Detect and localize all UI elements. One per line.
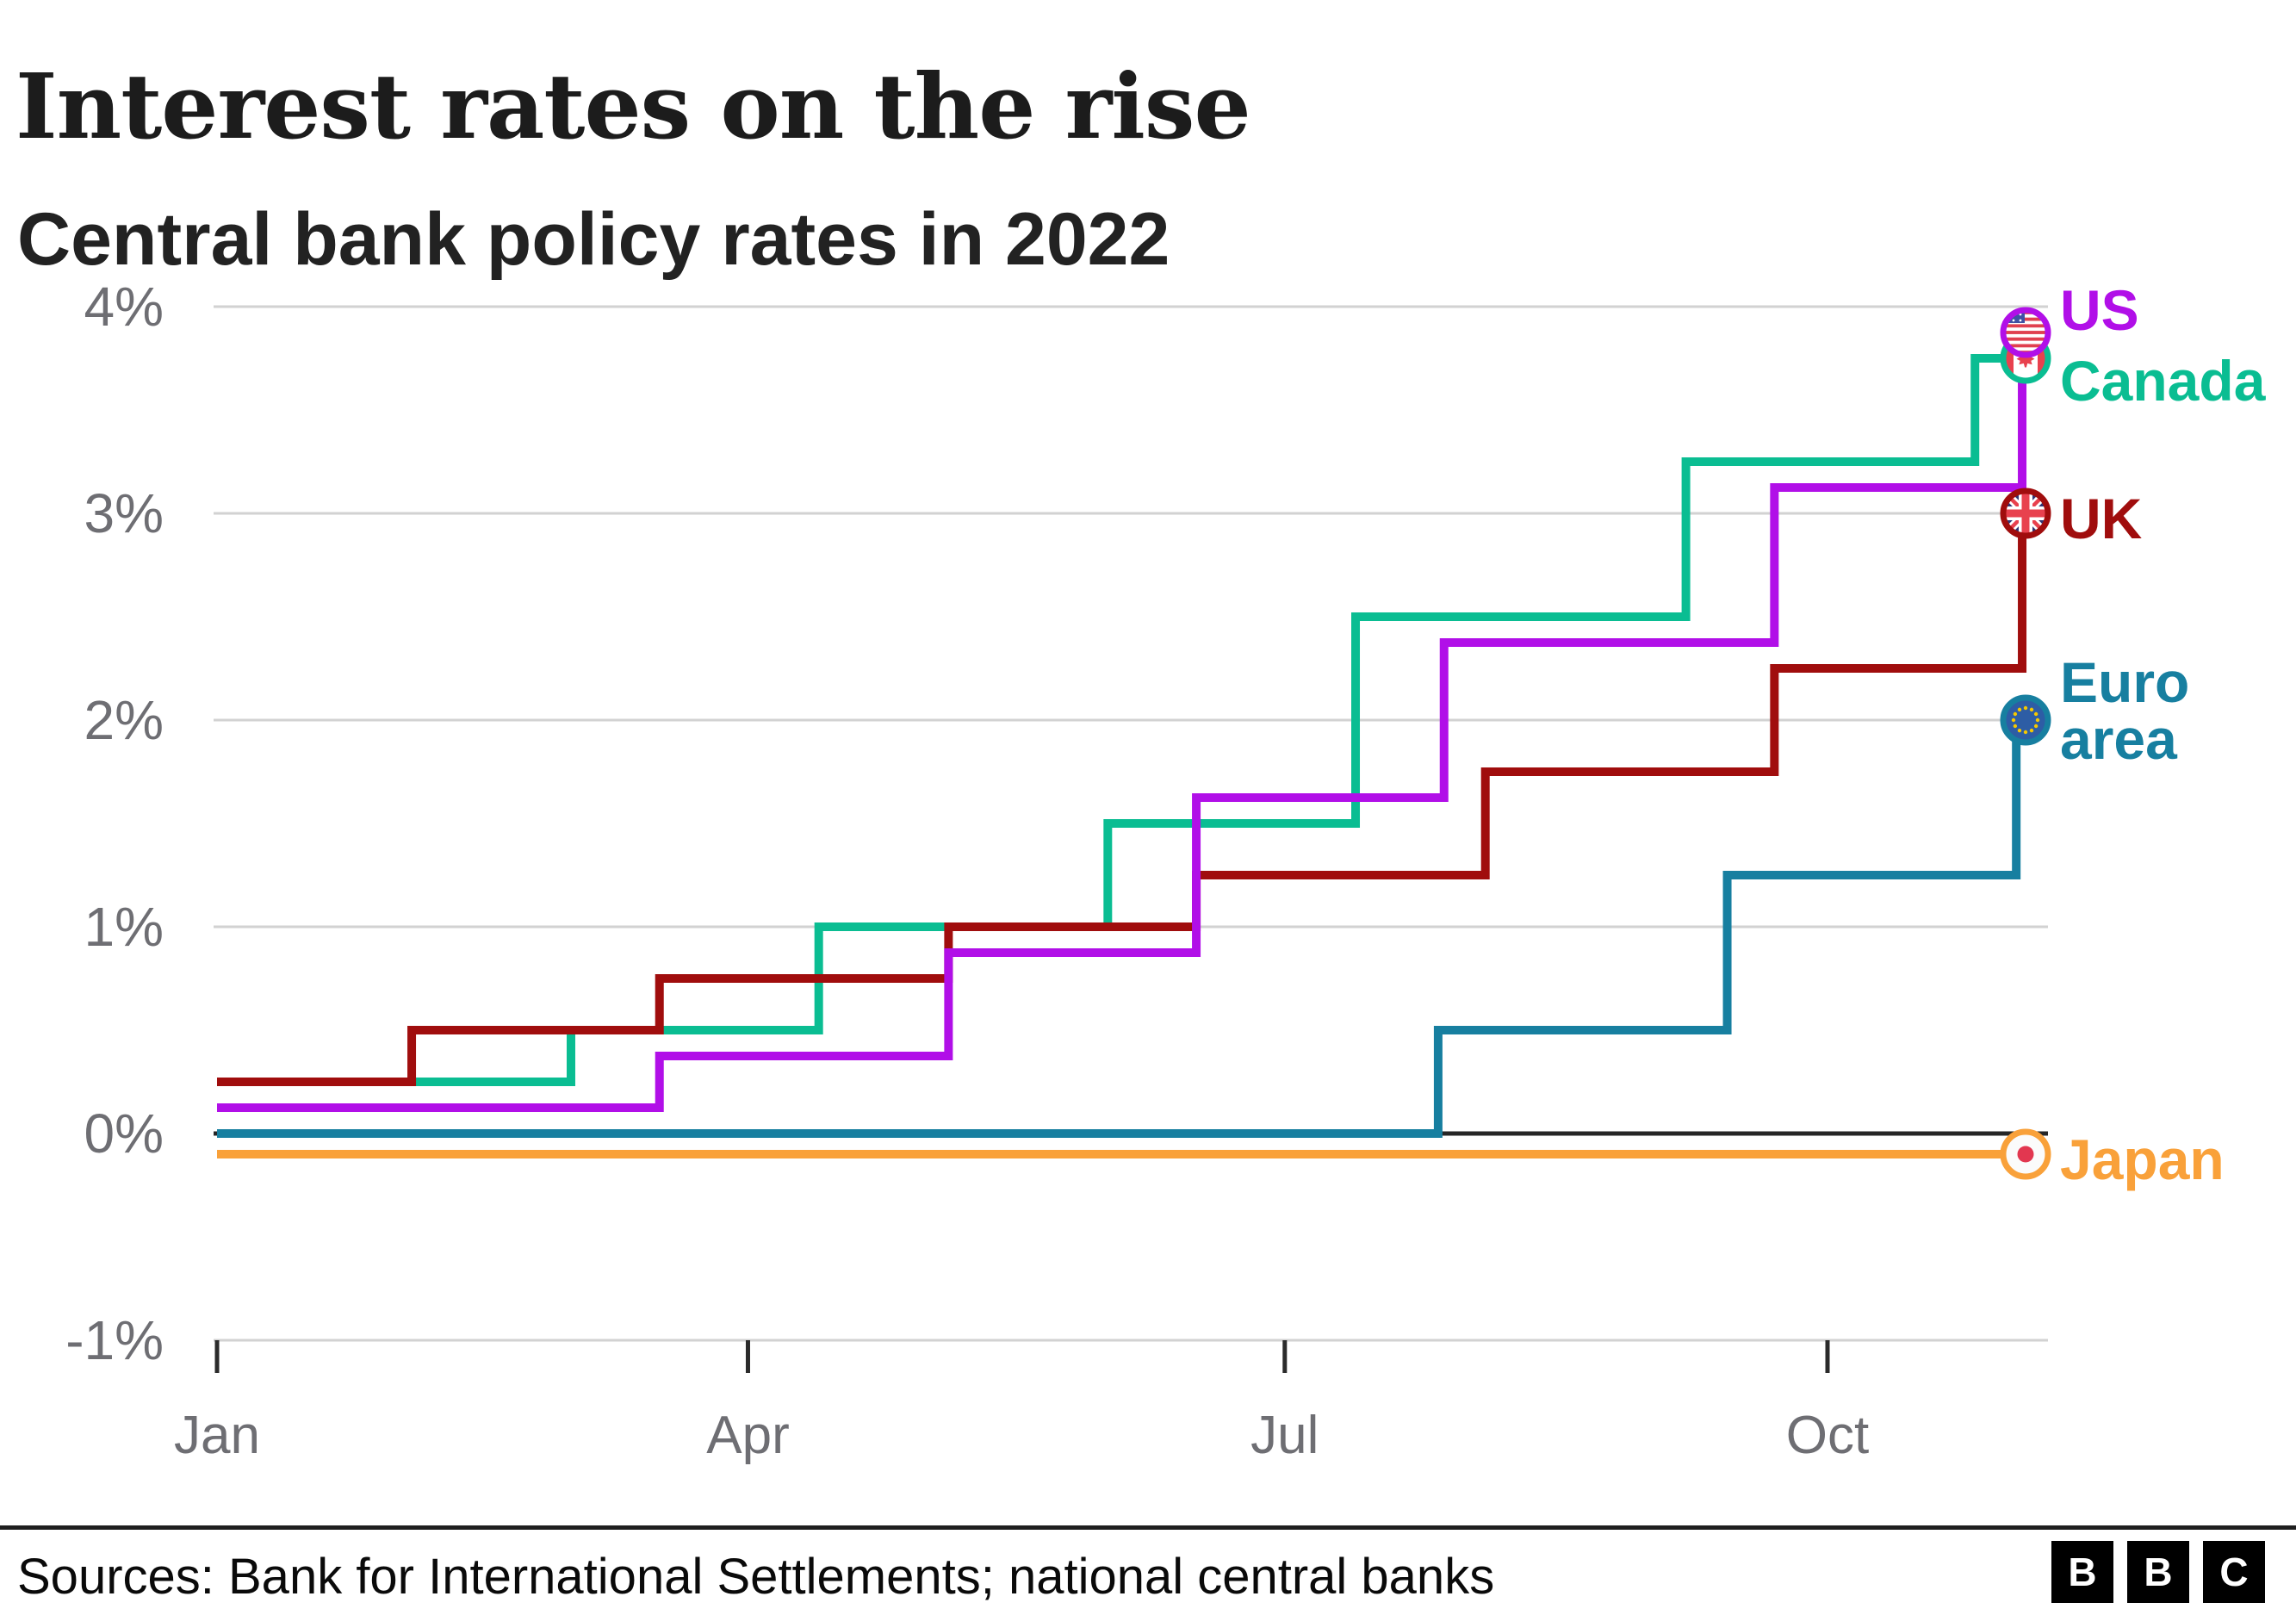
eu-star bbox=[2017, 707, 2022, 712]
y-axis-tick-label: 3% bbox=[84, 482, 164, 544]
flag-stripe bbox=[2004, 331, 2047, 334]
series-line-us bbox=[217, 328, 2046, 1112]
flag-ring bbox=[2000, 694, 2051, 746]
sources-text: Sources: Bank for International Settleme… bbox=[17, 1549, 1495, 1605]
flag-band bbox=[2004, 337, 2014, 380]
page-title: Interest rates on the rise bbox=[16, 53, 1251, 159]
eu-star bbox=[2017, 728, 2022, 733]
series-line-euro-area bbox=[217, 716, 2046, 1138]
eu-flag-icon bbox=[2000, 694, 2051, 746]
jack-red-cross bbox=[2004, 492, 2047, 535]
series-label-canada: Canada bbox=[2060, 349, 2267, 413]
flag-ring bbox=[2000, 488, 2051, 539]
eu-star bbox=[2035, 717, 2040, 723]
series-label-euro-area: Euro bbox=[2060, 650, 2189, 714]
flag-stripe bbox=[2004, 317, 2047, 321]
axis-layer: 4% 3% 2% 1% 0% -1%Jan Apr Jul Oct bbox=[65, 276, 1869, 1465]
series-layer bbox=[217, 328, 2046, 1158]
y-axis-tick-label: 0% bbox=[84, 1103, 164, 1165]
flag-ring bbox=[2000, 307, 2051, 358]
page-subtitle: Central bank policy rates in 2022 bbox=[17, 198, 1170, 282]
marker-layer bbox=[2000, 307, 2051, 1180]
eu-star bbox=[2023, 730, 2028, 735]
sun-disc bbox=[2017, 1146, 2034, 1163]
series-label-japan: Japan bbox=[2060, 1127, 2225, 1191]
eu-star bbox=[2029, 728, 2034, 733]
flag-star bbox=[2012, 319, 2015, 322]
y-axis-tick-label: 4% bbox=[84, 276, 164, 338]
x-axis-tick-label: Jul bbox=[1250, 1406, 1319, 1465]
flag-star bbox=[2019, 319, 2022, 322]
eu-star bbox=[2011, 717, 2016, 723]
footer-divider bbox=[0, 1525, 2296, 1530]
y-axis-tick-label: 2% bbox=[84, 689, 164, 751]
series-label-euro-area: area bbox=[2060, 707, 2178, 771]
bbc-logo: B B C bbox=[2051, 1541, 2265, 1603]
flag-band bbox=[2038, 337, 2047, 380]
japan-flag-icon bbox=[2000, 1128, 2051, 1180]
flag-stripe bbox=[2004, 337, 2047, 341]
x-axis-tick-label: Jan bbox=[174, 1406, 260, 1465]
flag-stripe bbox=[2004, 324, 2047, 328]
bbc-logo-letter: B bbox=[2127, 1541, 2189, 1603]
x-axis-tick-label: Apr bbox=[706, 1406, 789, 1465]
eu-star bbox=[2033, 711, 2038, 717]
eu-star bbox=[2013, 711, 2018, 717]
x-axis-tick-label: Oct bbox=[1786, 1406, 1869, 1465]
y-axis-tick-label: -1% bbox=[65, 1309, 164, 1371]
bbc-logo-letter: B bbox=[2051, 1541, 2113, 1603]
y-axis-tick-label: 1% bbox=[84, 896, 164, 958]
us-flag-icon bbox=[2000, 307, 2051, 358]
flag-stripe bbox=[2004, 344, 2047, 348]
series-label-us: US bbox=[2060, 278, 2139, 342]
eu-star bbox=[2023, 705, 2028, 711]
eu-star bbox=[2029, 707, 2034, 712]
flag-ring bbox=[2000, 1128, 2051, 1180]
series-label-uk: UK bbox=[2060, 487, 2143, 550]
uk-flag-icon bbox=[2000, 488, 2051, 539]
eu-star bbox=[2013, 724, 2018, 729]
canada-flag-icon bbox=[2000, 332, 2051, 384]
bbc-logo-letter: C bbox=[2203, 1541, 2265, 1603]
eu-star bbox=[2033, 724, 2038, 729]
